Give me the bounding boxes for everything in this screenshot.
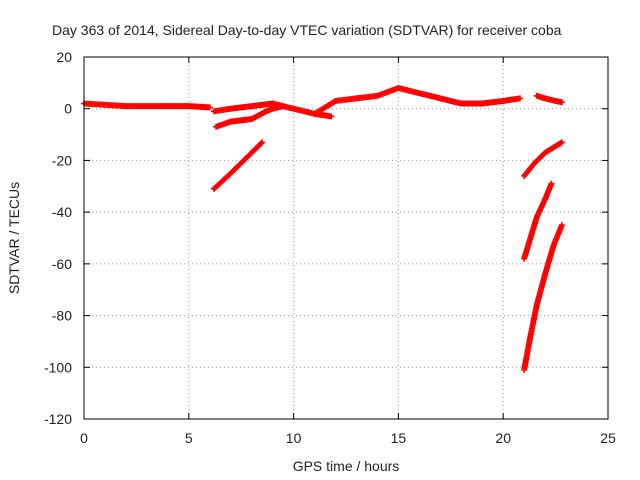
plot-frame	[83, 56, 609, 420]
x-tick-label: 10	[286, 430, 302, 446]
grid-lines	[84, 57, 608, 419]
data-point	[258, 140, 265, 147]
data-series	[210, 139, 266, 192]
y-tick-label: -60	[52, 256, 72, 272]
data-point	[328, 113, 335, 120]
y-tick-label: 20	[56, 49, 72, 65]
data-point	[558, 222, 565, 229]
x-tick-label: 15	[391, 430, 407, 446]
x-axis-ticks: 0 5 10 15 20 25	[80, 57, 616, 446]
data-series	[521, 222, 565, 373]
y-tick-label: -80	[52, 308, 72, 324]
data-series	[311, 85, 523, 117]
data-series	[521, 180, 555, 262]
x-tick-label: 20	[495, 430, 511, 446]
y-tick-label: -100	[44, 359, 72, 375]
x-tick-label: 5	[185, 430, 193, 446]
x-axis-label: GPS time / hours	[293, 458, 400, 474]
y-tick-label: -40	[52, 204, 72, 220]
data-point	[206, 104, 213, 111]
y-tick-label: -120	[44, 411, 72, 427]
data-series	[213, 103, 287, 130]
data-point	[516, 95, 523, 102]
data-points	[81, 85, 565, 373]
x-tick-label: 25	[600, 430, 616, 446]
data-point	[558, 139, 565, 146]
data-point	[280, 103, 287, 110]
data-point	[558, 99, 565, 106]
data-point	[548, 180, 555, 187]
y-tick-label: 0	[64, 101, 72, 117]
y-axis-label: SDTVAR / TECUs	[6, 182, 22, 294]
data-series	[521, 139, 565, 179]
x-tick-label: 0	[80, 430, 88, 446]
data-series	[81, 100, 213, 111]
chart-title: Day 363 of 2014, Sidereal Day-to-day VTE…	[52, 22, 562, 38]
data-point	[259, 139, 266, 146]
y-tick-label: -20	[52, 152, 72, 168]
y-axis-ticks: 20 0 -20 -40 -60 -80 -100 -120	[44, 49, 608, 427]
data-series	[533, 92, 565, 106]
